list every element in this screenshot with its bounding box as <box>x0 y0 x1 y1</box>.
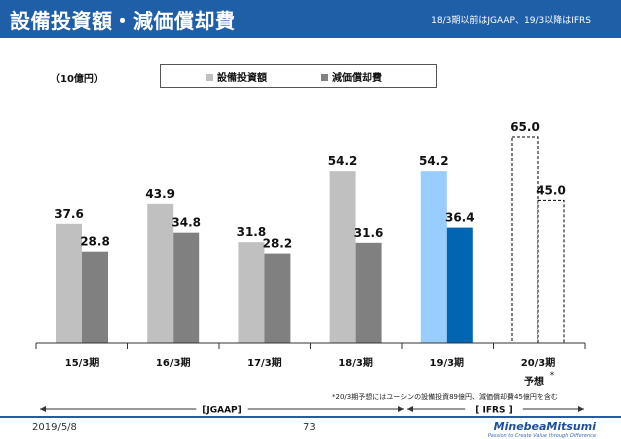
footer-divider <box>0 416 621 418</box>
value-label-depreciation: 36.4 <box>445 211 475 225</box>
jgaap-label-bg <box>196 403 248 415</box>
category-label: 19/3期 <box>430 356 465 369</box>
legend-label-capex: 設備投資額 <box>217 73 267 84</box>
ifrs-label-bg <box>465 403 523 415</box>
legend-swatch-depreciation <box>321 74 328 81</box>
header-bar: 設備投資額・減価償却費 18/3期以前はJGAAP、19/3以降はIFRS <box>0 0 621 38</box>
category-label: 15/3期 <box>65 356 100 369</box>
chart-legend: 設備投資額 減価償却費 <box>160 64 437 88</box>
bar-capex <box>329 171 356 343</box>
value-label-capex: 54.2 <box>419 154 449 168</box>
jgaap-range-arrow-right <box>398 406 404 412</box>
company-logo: MinebeaMitsumi Passion to Create Value t… <box>488 420 596 439</box>
bar-capex <box>420 171 447 343</box>
accounting-note: 18/3期以前はJGAAP、19/3以降はIFRS <box>431 16 591 26</box>
ifrs-range-arrow-left <box>407 406 413 412</box>
category-label: 17/3期 <box>247 356 282 369</box>
bar-depreciation <box>173 232 200 343</box>
value-label-capex: 31.8 <box>237 225 267 239</box>
page-title: 設備投資額・減価償却費 <box>10 9 236 33</box>
category-label: 18/3期 <box>338 356 373 369</box>
bar-capex <box>511 136 539 344</box>
legend-swatch-capex <box>206 74 213 81</box>
value-label-depreciation: 28.8 <box>80 235 110 249</box>
bar-depreciation <box>446 227 473 343</box>
forecast-label: 予想 <box>524 375 544 388</box>
ifrs-range-arrow-right <box>578 406 584 412</box>
logo-tagline: Passion to Create Value through Differen… <box>487 433 596 439</box>
value-label-capex: 65.0 <box>510 120 540 134</box>
legend-item-depreciation: 減価償却費 <box>321 69 382 84</box>
unit-label: （10億円） <box>50 74 104 85</box>
value-label-capex: 37.6 <box>54 207 84 221</box>
bar-capex <box>238 242 265 343</box>
legend-item-capex: 設備投資額 <box>206 69 267 84</box>
bar-depreciation <box>355 242 382 343</box>
footer-date: 2019/5/8 <box>32 422 77 433</box>
jgaap-label: [JGAAP] <box>202 406 242 416</box>
category-label: 16/3期 <box>156 356 191 369</box>
legend-label-depreciation: 減価償却費 <box>332 73 382 84</box>
bar-depreciation <box>537 199 565 344</box>
bar-capex <box>56 223 82 343</box>
bar-depreciation <box>82 251 108 343</box>
ifrs-label: [ IFRS ] <box>475 406 512 416</box>
forecast-footnote: *20/3期予想にはユーシンの設備投資89億円、減価償却費45億円を含む <box>332 393 558 401</box>
bar-depreciation <box>264 253 291 343</box>
page-number: 73 <box>303 422 316 433</box>
value-label-capex: 54.2 <box>328 154 358 168</box>
category-label: 20/3期 <box>521 356 556 369</box>
bar-capex <box>147 203 174 343</box>
jgaap-range-arrow-left <box>40 406 46 412</box>
value-label-depreciation: 45.0 <box>536 183 566 197</box>
value-label-capex: 43.9 <box>145 187 175 201</box>
logo-wordmark: MinebeaMitsumi <box>493 420 596 433</box>
value-label-depreciation: 28.2 <box>263 237 293 251</box>
value-label-depreciation: 34.8 <box>171 216 201 230</box>
forecast-asterisk: * <box>550 371 555 381</box>
value-label-depreciation: 31.6 <box>354 226 384 240</box>
